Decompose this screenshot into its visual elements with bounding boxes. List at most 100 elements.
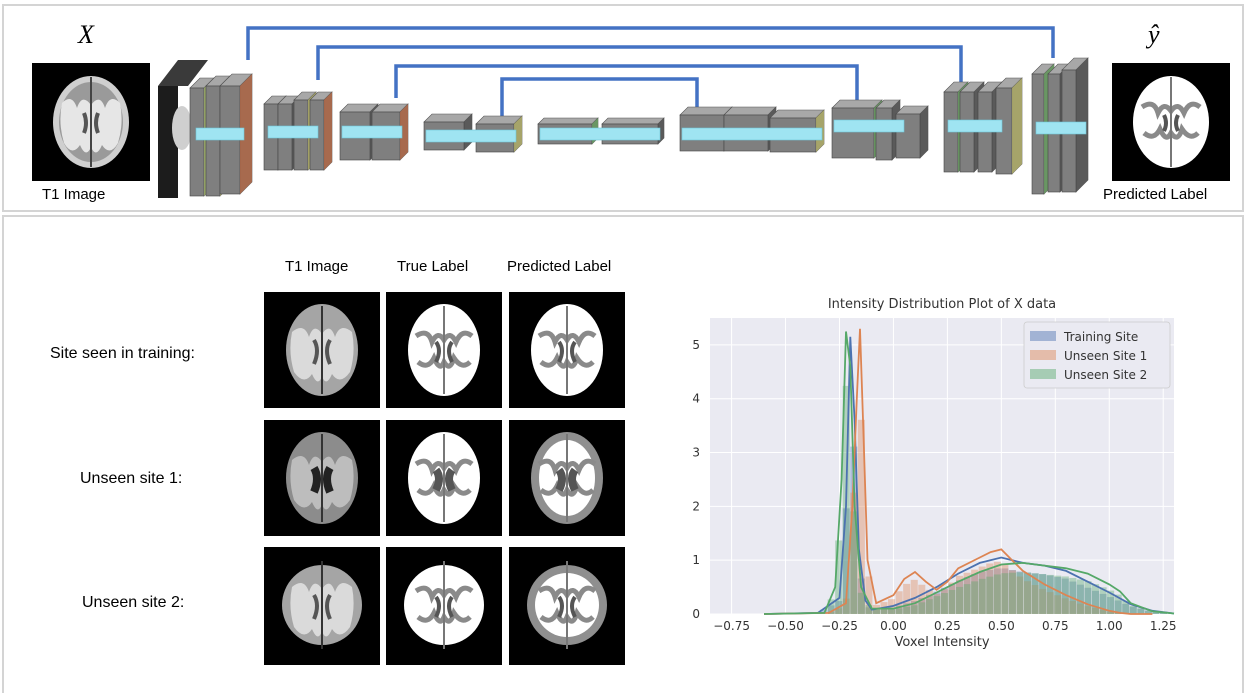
histogram-bar [978, 571, 986, 614]
histogram-bar [1001, 564, 1009, 614]
histogram-bar [1039, 574, 1047, 614]
kde-line [763, 331, 1175, 615]
histogram-bar [1008, 572, 1016, 614]
histogram-bar [1107, 611, 1115, 614]
kde-line [763, 328, 1153, 615]
histogram-bar [1152, 611, 1160, 614]
brain-label-icon [408, 432, 480, 524]
true-label-image [386, 420, 502, 536]
histogram-bar [1024, 581, 1032, 614]
brain-mri-image [264, 292, 380, 408]
brain-label-icon [404, 561, 484, 649]
histogram-bar [963, 572, 971, 614]
histogram-bar [1046, 574, 1054, 614]
histogram-bar [827, 605, 835, 614]
output-caption: Predicted Label [1103, 186, 1208, 203]
y-tick-label: 2 [692, 499, 700, 513]
histogram-bar [1069, 600, 1077, 614]
column-header-predicted-label: Predicted Label [507, 258, 612, 275]
histogram-bar [903, 603, 911, 614]
histogram-bar [1061, 598, 1069, 614]
true-label-image [386, 547, 502, 665]
histogram-bar [842, 508, 850, 614]
true-label-image [386, 292, 502, 408]
predicted-label-image [509, 420, 625, 536]
histogram-bar [993, 568, 1001, 614]
histogram-bar [895, 608, 903, 614]
histogram-bar [865, 605, 873, 614]
histogram-bar [835, 608, 843, 614]
brain-label-icon [527, 561, 607, 649]
input-caption: T1 Image [42, 186, 106, 203]
chart-legend: Training Site Unseen Site 1 Unseen Site 2 [1023, 321, 1171, 389]
brain-mri-image [264, 547, 380, 665]
histogram-bar [880, 609, 888, 614]
brain-label-icon [531, 432, 603, 524]
kde-lines [763, 328, 1175, 615]
histogram-bar [933, 593, 941, 614]
histogram-bar [948, 582, 956, 614]
histogram-bar [857, 592, 865, 614]
chart-title: Intensity Distribution Plot of X data [828, 297, 1056, 312]
y-tick-label: 4 [692, 392, 700, 406]
x-tick-label: 1.25 [1150, 619, 1177, 633]
histogram-bar [925, 589, 933, 614]
histogram-bar [948, 589, 956, 614]
brain-mri-image [264, 420, 380, 536]
histogram-bar [1008, 569, 1016, 614]
histogram-bar [1016, 572, 1024, 614]
histogram-bar [910, 579, 918, 614]
histogram-bar [971, 569, 979, 614]
x-axis-label: Voxel Intensity [894, 635, 989, 650]
histogram-bar [1084, 581, 1092, 614]
histogram-bar [895, 605, 903, 614]
histogram-bar [933, 596, 941, 614]
histogram-bar [888, 609, 896, 614]
histogram-bar [993, 574, 1001, 614]
histogram-bar [1099, 593, 1107, 614]
skip-connection-1 [246, 26, 1055, 60]
histogram-bar [986, 576, 994, 614]
histogram-bar [827, 611, 835, 614]
histogram-bar [903, 606, 911, 614]
histogram-bar [1076, 579, 1084, 614]
histogram-bar [918, 602, 926, 614]
histogram-bar [978, 566, 986, 614]
histogram-bar [1137, 608, 1145, 614]
skip-connections [246, 26, 1055, 132]
histogram-bar [1076, 584, 1084, 614]
feature-map-flow [539, 127, 661, 141]
histogram-bar [1008, 570, 1016, 614]
histogram-bar [948, 583, 956, 614]
feature-map-flow [681, 127, 823, 141]
histogram-bar [1122, 603, 1130, 614]
histogram-bar [1107, 590, 1115, 614]
histogram-bar [1076, 603, 1084, 614]
histogram-bar [1016, 571, 1024, 614]
x-tick-label: −0.75 [713, 619, 750, 633]
histogram-bar [835, 540, 843, 614]
y-tick-label: 0 [692, 607, 700, 621]
histogram-bar [978, 578, 986, 614]
histogram-bar [1054, 595, 1062, 614]
brain-label-icon [1133, 76, 1209, 168]
y-tick-label: 5 [692, 338, 700, 352]
histogram-bar [1099, 609, 1107, 614]
row-label-unseen-site-2: Unseen site 2: [82, 594, 185, 611]
histogram-bar [820, 609, 828, 614]
feature-map-flow [267, 125, 319, 139]
feature-flow [195, 119, 1087, 143]
histogram-bar [1031, 573, 1039, 614]
histogram-bar [1061, 578, 1069, 614]
feature-map-flow [833, 119, 905, 133]
histogram-bar [956, 586, 964, 614]
histogram-bar [933, 591, 941, 614]
histogram-bar [850, 446, 858, 614]
histogram-bar [1122, 600, 1130, 614]
x-tick-label: 0.00 [880, 619, 907, 633]
histogram-bar [963, 577, 971, 614]
histogram-bar [1107, 597, 1115, 614]
x-tick-label: −0.25 [821, 619, 858, 633]
histogram-bar [1031, 585, 1039, 614]
histogram-bar [1137, 608, 1145, 614]
